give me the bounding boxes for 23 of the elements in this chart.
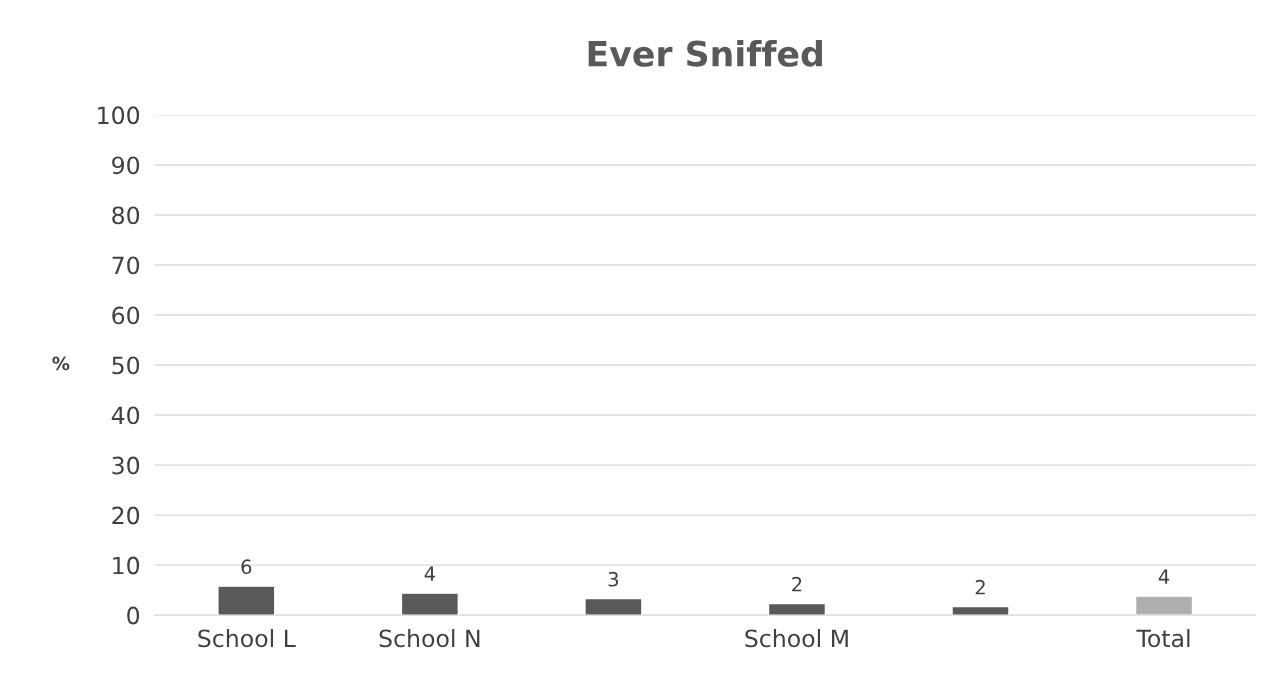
y-tick-label: 60 xyxy=(112,306,140,325)
y-axis-title: % xyxy=(52,356,70,371)
y-tick-label: 50 xyxy=(112,356,140,375)
x-tick-label: School M xyxy=(745,629,848,648)
data-label: 6 xyxy=(241,559,252,575)
data-label: 2 xyxy=(975,579,985,595)
y-tick-label: 40 xyxy=(111,406,140,425)
y-tick-label: 90 xyxy=(112,156,140,175)
x-tick-label: Total xyxy=(1136,629,1190,648)
data-label: 4 xyxy=(424,566,435,581)
data-label: 2 xyxy=(792,576,802,592)
data-label: 3 xyxy=(608,571,619,587)
x-tick-label: School L xyxy=(198,629,296,648)
y-tick-label: 80 xyxy=(112,206,140,225)
x-tick-label: School N xyxy=(379,629,480,648)
y-tick-label: 10 xyxy=(113,556,140,575)
y-tick-label: 20 xyxy=(112,506,140,525)
y-tick-label: 30 xyxy=(112,456,140,475)
y-tick-label: 100 xyxy=(98,106,140,125)
y-tick-label: 70 xyxy=(112,256,140,275)
chart-title: Ever Sniffed xyxy=(588,39,822,67)
y-tick-label: 0 xyxy=(127,606,140,625)
data-label: 4 xyxy=(1158,569,1170,584)
